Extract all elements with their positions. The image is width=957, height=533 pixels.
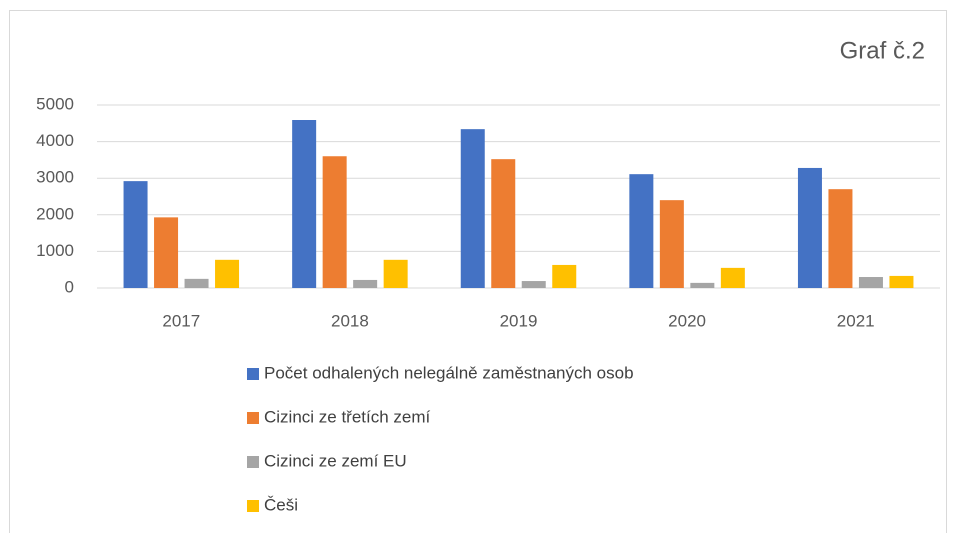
bar [889,275,914,288]
x-tick-label: 2021 [837,311,875,330]
legend-swatch [247,456,259,468]
bar [123,181,148,288]
y-tick-label: 4000 [36,131,74,150]
legend-swatch [247,500,259,512]
x-tick-label: 2019 [500,311,538,330]
y-tick-label: 0 [65,277,74,296]
x-tick-label: 2020 [668,311,706,330]
bar [797,167,822,288]
chart-frame [9,10,947,533]
bar [353,279,378,288]
legend-label: Cizinci ze třetích zemí [264,407,431,426]
legend-swatch [247,412,259,424]
bar [491,159,516,288]
bar [383,259,408,288]
legend-label: Češi [264,495,298,514]
bar [552,264,577,288]
bar [828,189,853,288]
bar [184,278,209,288]
bar [292,120,317,288]
bar [858,277,883,288]
chart-title: Graf č.2 [840,37,925,64]
bar [659,200,684,288]
bar [720,267,745,288]
legend-label: Počet odhalených nelegálně zaměstnaných … [264,363,634,382]
bar [521,281,546,288]
bar [322,156,347,288]
x-tick-label: 2017 [162,311,200,330]
bar [215,259,240,288]
y-tick-label: 1000 [36,241,74,260]
x-tick-label: 2018 [331,311,369,330]
y-tick-label: 5000 [36,94,74,113]
legend-label: Cizinci ze zemí EU [264,451,407,470]
y-tick-label: 2000 [36,204,74,223]
y-tick-label: 3000 [36,168,74,187]
bar [460,129,485,288]
bar [690,282,715,288]
bar [629,174,654,288]
bar [154,217,179,288]
legend-swatch [247,368,259,380]
